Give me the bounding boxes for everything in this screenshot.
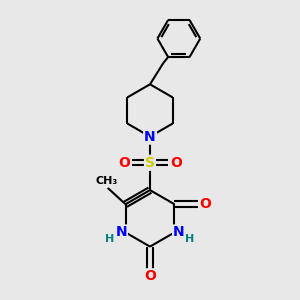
Text: O: O: [199, 197, 211, 211]
Text: N: N: [144, 130, 156, 144]
Text: O: O: [118, 156, 130, 170]
Text: H: H: [106, 234, 115, 244]
Text: O: O: [170, 156, 182, 170]
Text: O: O: [144, 269, 156, 283]
Text: S: S: [145, 156, 155, 170]
Text: N: N: [115, 226, 127, 239]
Text: H: H: [185, 234, 194, 244]
Text: CH₃: CH₃: [95, 176, 117, 186]
Text: N: N: [173, 226, 185, 239]
